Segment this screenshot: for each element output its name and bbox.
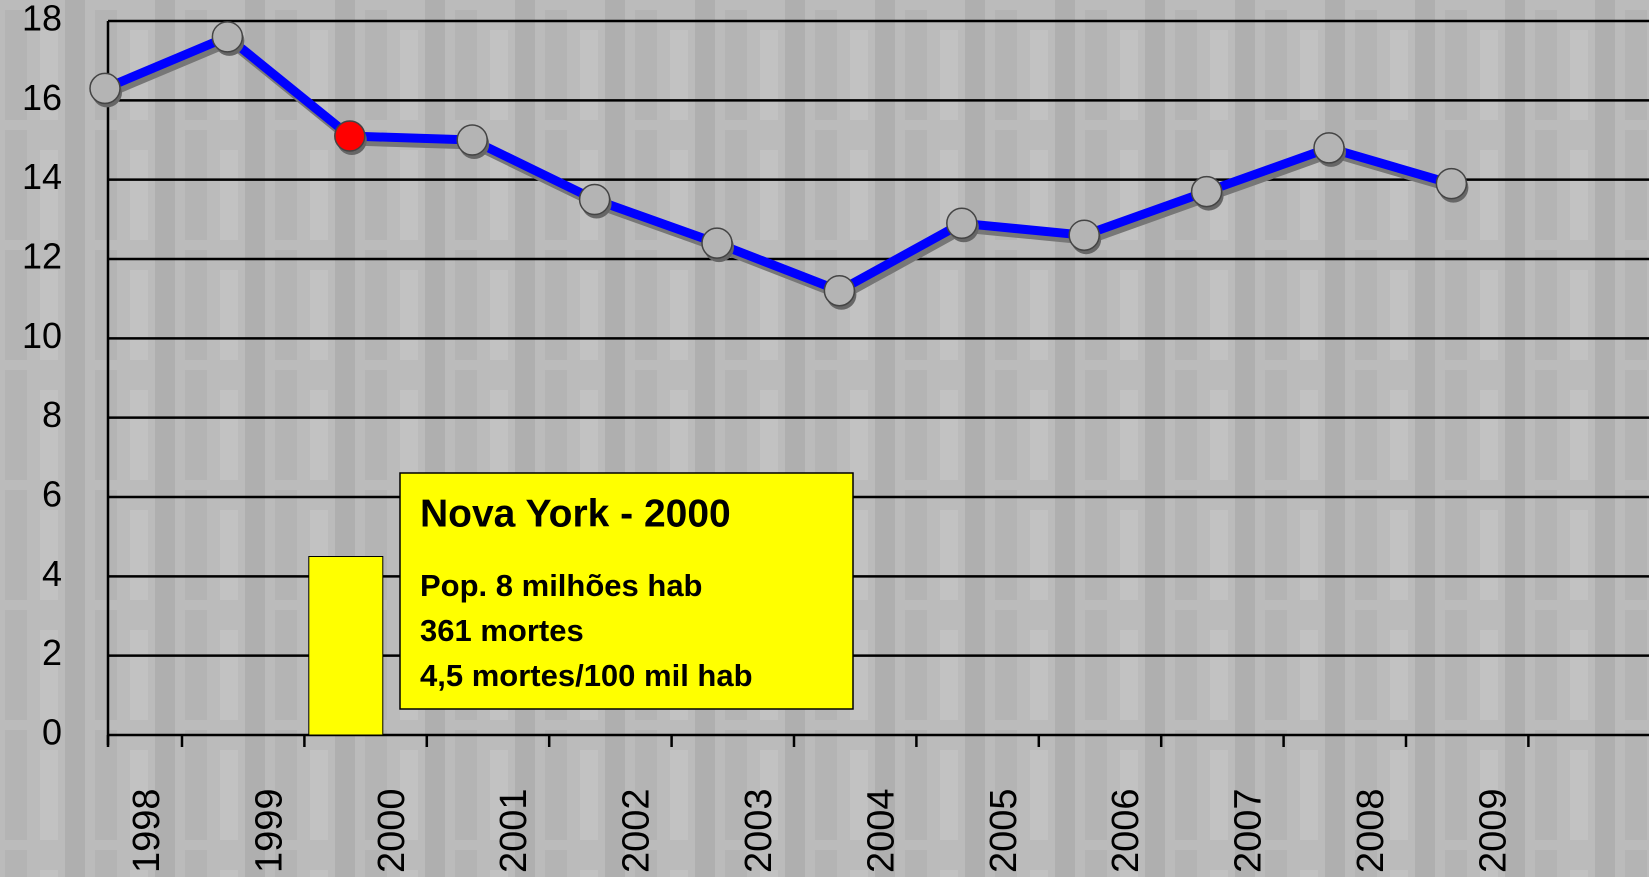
marker: [1313, 132, 1345, 164]
x-tick-label: 2006: [1105, 788, 1147, 873]
x-tick-label: 1998: [126, 788, 168, 873]
marker: [823, 274, 856, 307]
marker: [211, 21, 244, 53]
x-tick-label: 1999: [248, 788, 290, 873]
x-tick-label: 2003: [738, 788, 780, 873]
marker: [1068, 219, 1100, 251]
annotation-box: [399, 472, 854, 710]
annotation-line: 361 mortes: [420, 613, 584, 648]
marker: [701, 227, 733, 259]
marker: [1435, 167, 1468, 200]
marker: [946, 207, 978, 240]
marker: [89, 72, 121, 105]
y-tick-label: 12: [22, 236, 62, 277]
line: [103, 32, 1453, 296]
x-tick-label: 2007: [1228, 788, 1270, 873]
y-tick-label: 18: [22, 0, 62, 39]
x-tick-label: 2004: [860, 788, 902, 873]
y-tick-label: 2: [42, 632, 62, 673]
y-tick-label: 10: [22, 315, 62, 356]
y-tick-label: 4: [42, 553, 62, 594]
y-tick-label: 16: [22, 77, 62, 118]
marker: [334, 120, 366, 152]
marker: [578, 183, 611, 216]
marker: [1190, 175, 1223, 208]
x-tick-label: 2008: [1350, 788, 1392, 873]
x-tick-label: 2005: [983, 788, 1025, 873]
y-tick-label: 14: [22, 156, 62, 197]
y-tick-label: 8: [42, 394, 62, 435]
bar: [308, 556, 384, 736]
annotation-title: Nova York - 2000: [420, 492, 731, 535]
y-tick-label: 0: [42, 712, 62, 753]
x-tick-label: 2002: [616, 788, 658, 873]
y-tick-label: 6: [42, 474, 62, 515]
annotation-line: 4,5 mortes/100 mil hab: [420, 658, 753, 693]
marker: [456, 124, 488, 156]
x-tick-label: 2001: [493, 788, 535, 873]
annotation-line: Pop. 8 milhões hab: [420, 568, 703, 603]
x-tick-label: 2009: [1472, 788, 1514, 873]
x-tick-label: 2000: [371, 788, 413, 873]
